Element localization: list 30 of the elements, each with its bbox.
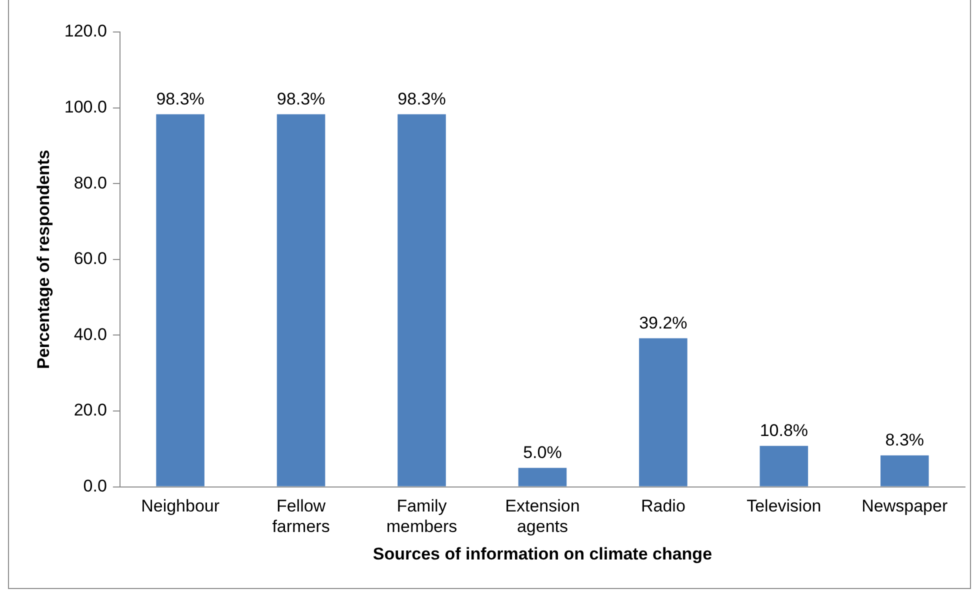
x-tick-label: Television: [746, 496, 822, 516]
bar: [398, 114, 446, 486]
x-axis-title: Sources of information on climate change: [372, 544, 712, 564]
x-tick-label: Newspaper: [862, 496, 948, 516]
y-tick-label: 40.0: [74, 324, 107, 344]
data-label: 8.3%: [885, 430, 924, 450]
y-tick-label: 80.0: [74, 173, 107, 192]
bar: [639, 338, 688, 486]
x-tick-label: Family members: [386, 496, 458, 536]
bar: [760, 446, 808, 486]
x-tick-label: Extension agents: [505, 496, 580, 536]
y-tick-label: 100.0: [64, 97, 107, 116]
x-tick-label: Neighbour: [141, 496, 220, 516]
y-tick-label: 120.0: [64, 22, 107, 41]
data-label: 98.3%: [276, 89, 326, 108]
y-tick-label: 0.0: [83, 476, 107, 496]
x-tick-label: Fellow farmers: [272, 496, 330, 536]
y-axis-title: Percentage of respondents: [34, 150, 53, 369]
data-label: 10.8%: [760, 421, 808, 440]
x-tick-label: Radio: [640, 496, 686, 516]
data-label: 5.0%: [523, 443, 562, 462]
data-label: 39.2%: [639, 313, 688, 332]
data-label: 98.3%: [156, 89, 204, 108]
bar: [276, 114, 326, 486]
bar: [880, 455, 929, 486]
y-tick-label: 60.0: [74, 249, 107, 268]
bar: [518, 468, 567, 486]
data-label: 98.3%: [398, 89, 446, 108]
y-tick-label: 20.0: [74, 400, 107, 420]
bar: [156, 114, 204, 486]
